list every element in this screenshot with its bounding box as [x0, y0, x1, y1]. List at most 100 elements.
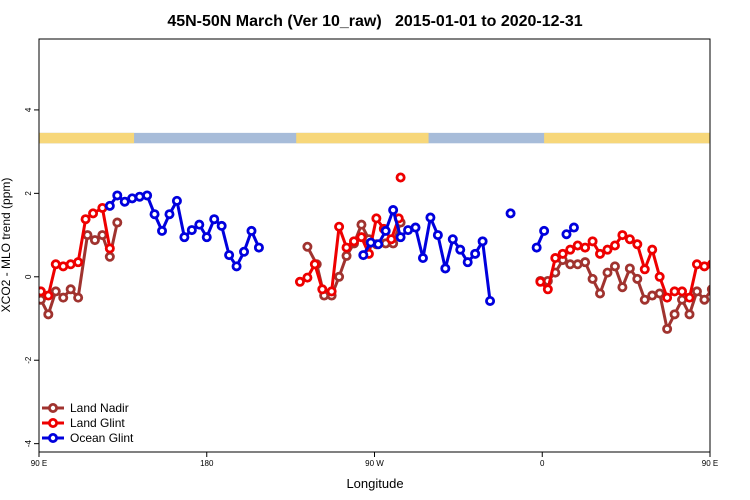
- data-point: [356, 219, 367, 230]
- data-point: [58, 292, 69, 303]
- data-point: [127, 193, 138, 204]
- data-point: [317, 284, 328, 295]
- data-point: [470, 248, 481, 259]
- y-tick-label: 4: [24, 107, 33, 112]
- data-point: [624, 263, 635, 274]
- data-point: [334, 221, 345, 232]
- data-point: [609, 240, 620, 251]
- data-point: [373, 239, 384, 250]
- x-tick-label: 90 W: [365, 459, 384, 468]
- data-point: [609, 261, 620, 272]
- data-point: [104, 251, 115, 262]
- data-point: [73, 292, 84, 303]
- data-point: [134, 191, 145, 202]
- data-point: [425, 212, 436, 223]
- data-point: [738, 204, 745, 211]
- series-line: [108, 193, 261, 268]
- data-point: [561, 229, 572, 240]
- data-point: [386, 234, 397, 245]
- data-point: [73, 257, 84, 268]
- data-point: [417, 253, 428, 264]
- x-tick-label: 90 E: [702, 459, 718, 468]
- data-point: [388, 205, 399, 216]
- data-point: [731, 210, 738, 217]
- data-point: [82, 230, 93, 241]
- data-point: [410, 222, 421, 233]
- legend-label: Ocean Glint: [70, 431, 134, 445]
- data-point: [119, 196, 130, 207]
- legend-label: Land Glint: [70, 416, 125, 430]
- data-point: [580, 242, 591, 253]
- data-point: [485, 295, 496, 306]
- data-point: [309, 259, 320, 270]
- data-point: [455, 244, 466, 255]
- data-point: [239, 246, 250, 257]
- data-point: [677, 286, 688, 297]
- data-point: [746, 245, 750, 252]
- data-point: [654, 271, 665, 282]
- data-point: [639, 294, 650, 305]
- data-point: [723, 216, 730, 223]
- data-point: [112, 217, 123, 228]
- data-point: [253, 242, 264, 253]
- data-point: [632, 273, 643, 284]
- data-point: [294, 276, 305, 287]
- data-point: [462, 257, 473, 268]
- x-axis-label: Longitude: [346, 476, 403, 491]
- data-point: [624, 234, 635, 245]
- data-point: [587, 273, 598, 284]
- data-point: [477, 236, 488, 247]
- data-point: [602, 267, 613, 278]
- data-point: [302, 272, 313, 283]
- data-point: [595, 248, 606, 259]
- data-point: [186, 225, 197, 236]
- data-point: [580, 257, 591, 268]
- data-point: [326, 286, 337, 297]
- data-point: [395, 172, 406, 183]
- data-point: [647, 244, 658, 255]
- land-band: [296, 132, 429, 144]
- data-point: [447, 234, 458, 245]
- data-point: [142, 190, 153, 201]
- series-ocean-glint: [104, 190, 579, 306]
- data-point: [539, 225, 550, 236]
- data-point: [542, 284, 553, 295]
- data-point: [194, 219, 205, 230]
- data-point: [531, 242, 542, 253]
- data-point: [440, 263, 451, 274]
- data-point: [231, 261, 242, 272]
- legend-marker: [48, 417, 59, 428]
- series-land-nadir: [39, 217, 750, 334]
- data-point: [746, 253, 750, 260]
- data-point: [149, 209, 160, 220]
- data-point: [738, 231, 745, 238]
- data-point: [50, 286, 61, 297]
- data-point: [164, 209, 175, 220]
- data-point: [65, 284, 76, 295]
- data-point: [104, 200, 115, 211]
- y-tick-label: -2: [24, 356, 33, 364]
- data-point: [550, 253, 561, 264]
- land-ocean-strip: [39, 132, 710, 144]
- data-point: [371, 213, 382, 224]
- data-point: [97, 230, 108, 241]
- data-point: [505, 208, 516, 219]
- x-tick-label: 180: [200, 459, 214, 468]
- legend-marker: [48, 402, 59, 413]
- data-point: [171, 195, 182, 206]
- y-tick-label: 2: [24, 191, 33, 196]
- data-point: [662, 292, 673, 303]
- data-point: [348, 236, 359, 247]
- land-band: [39, 132, 135, 144]
- data-point: [39, 294, 46, 305]
- data-point: [341, 242, 352, 253]
- data-point: [602, 244, 613, 255]
- data-point: [684, 309, 695, 320]
- data-point: [632, 239, 643, 250]
- data-point: [334, 271, 345, 282]
- series-layer: [39, 172, 750, 334]
- y-tick-label: -4: [24, 440, 33, 448]
- data-point: [557, 248, 568, 259]
